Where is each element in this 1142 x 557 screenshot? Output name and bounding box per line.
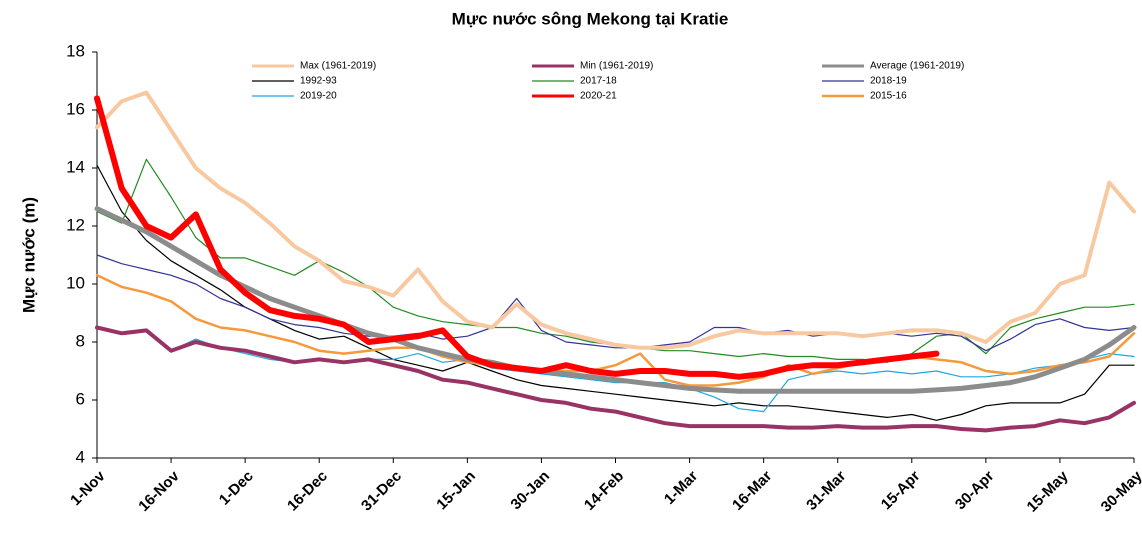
y-tick-label: 16 — [66, 99, 85, 118]
legend-label: Min (1961-2019) — [580, 61, 653, 72]
y-tick-label: 8 — [76, 331, 85, 350]
legend-label: 2018-19 — [870, 76, 907, 87]
series-line — [94, 95, 940, 380]
x-tick-label: 30-May — [1098, 467, 1142, 515]
legend-label: 2020-21 — [580, 91, 617, 102]
legend-label: 2015-16 — [870, 91, 907, 102]
y-tick-label: 18 — [66, 41, 85, 60]
legend-label: 1992-93 — [300, 76, 337, 87]
y-axis-label: Mực nước (m) — [19, 197, 38, 313]
series-line — [96, 326, 1135, 413]
series-line — [96, 254, 1135, 352]
series-line — [95, 274, 1136, 387]
x-tick-label: 14-Feb — [581, 468, 627, 514]
y-tick-label: 12 — [66, 215, 85, 234]
x-tick-label: 31-Dec — [358, 468, 405, 515]
legend-label: 2019-20 — [300, 91, 337, 102]
x-tick-label: 1-Mar — [661, 468, 701, 508]
x-tick-label: 15-May — [1024, 467, 1072, 515]
y-tick-label: 4 — [76, 447, 85, 466]
y-tick-label: 10 — [66, 273, 85, 292]
chart-title: Mực nước sông Mekong tại Kratie — [452, 9, 729, 28]
series-line — [95, 325, 1136, 433]
series-line — [94, 206, 1137, 394]
x-tick-label: 16-Nov — [135, 467, 183, 515]
x-tick-label: 30-Jan — [507, 468, 553, 514]
x-tick-label: 1-Nov — [67, 467, 109, 509]
legend-label: Average (1961-2019) — [870, 61, 964, 72]
x-tick-label: 31-Mar — [803, 468, 849, 514]
y-tick-label: 14 — [66, 157, 85, 176]
x-tick-label: 1-Dec — [216, 468, 257, 509]
y-tick-label: 6 — [76, 389, 85, 408]
legend-label: 2017-18 — [580, 76, 617, 87]
x-tick-label: 16-Mar — [729, 468, 775, 514]
legend-label: Max (1961-2019) — [300, 61, 376, 72]
x-tick-label: 15-Apr — [878, 468, 924, 514]
series-line — [95, 90, 1136, 350]
x-tick-label: 15-Jan — [433, 468, 479, 514]
x-tick-label: 30-Apr — [952, 468, 998, 514]
x-tick-label: 16-Dec — [284, 468, 331, 515]
